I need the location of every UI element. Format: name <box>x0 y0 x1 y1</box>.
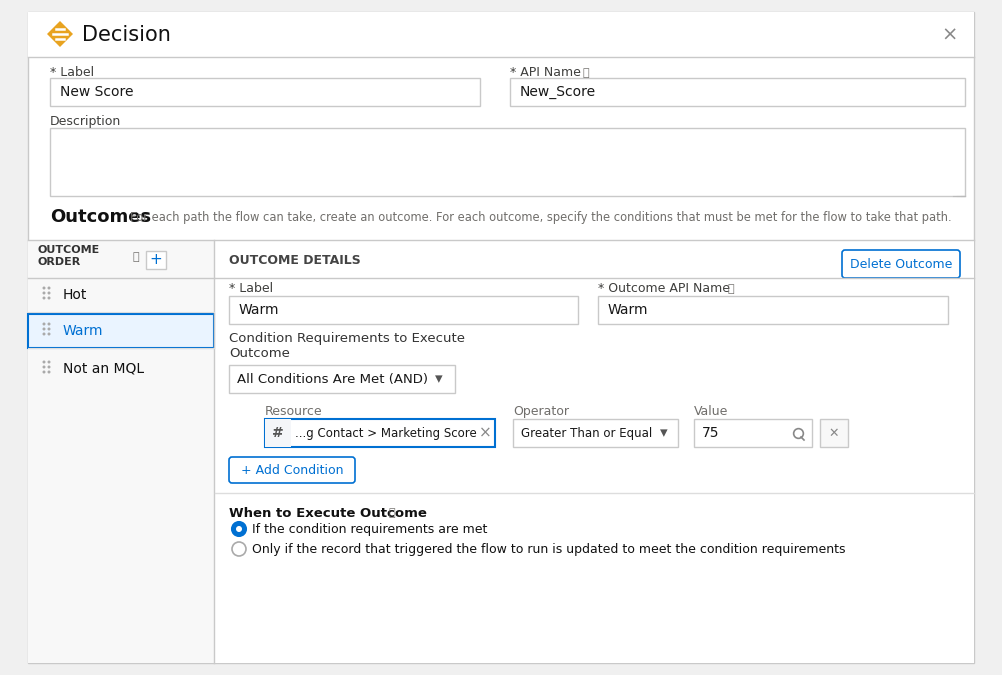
Text: OUTCOME DETAILS: OUTCOME DETAILS <box>229 254 361 267</box>
Bar <box>28 352 214 386</box>
Text: New Score: New Score <box>60 85 133 99</box>
Bar <box>50 78 480 106</box>
Text: ⓘ: ⓘ <box>133 252 139 262</box>
Text: Value: Value <box>694 405 728 418</box>
Bar <box>229 365 455 393</box>
Text: ▾: ▾ <box>435 371 443 387</box>
Bar <box>28 240 214 663</box>
Circle shape <box>42 327 45 331</box>
Bar <box>215 240 974 663</box>
Bar <box>510 78 965 106</box>
Circle shape <box>47 286 50 290</box>
Text: When to Execute Outcome: When to Execute Outcome <box>229 507 427 520</box>
Circle shape <box>47 327 50 331</box>
Text: Warm: Warm <box>63 324 103 338</box>
Bar <box>28 240 214 278</box>
Circle shape <box>42 323 45 325</box>
Text: * Label: * Label <box>229 282 274 295</box>
Text: ▾: ▾ <box>660 425 667 441</box>
FancyBboxPatch shape <box>842 250 960 278</box>
Bar <box>820 419 848 447</box>
Text: Condition Requirements to Execute: Condition Requirements to Execute <box>229 332 465 345</box>
Circle shape <box>47 333 50 335</box>
Text: ×: × <box>942 26 958 45</box>
Bar <box>50 128 965 196</box>
Bar <box>146 251 166 269</box>
Circle shape <box>47 292 50 294</box>
Bar <box>28 12 974 57</box>
Text: +: + <box>149 252 162 267</box>
Circle shape <box>42 292 45 294</box>
Text: * API Name: * API Name <box>510 66 581 79</box>
Circle shape <box>47 323 50 325</box>
Text: ✕: ✕ <box>829 427 840 439</box>
Text: Description: Description <box>50 115 121 128</box>
Circle shape <box>42 333 45 335</box>
Text: Decision: Decision <box>82 25 171 45</box>
Text: Operator: Operator <box>513 405 569 418</box>
Text: Not an MQL: Not an MQL <box>63 362 144 376</box>
Text: ⓘ: ⓘ <box>389 508 396 518</box>
Circle shape <box>236 526 242 532</box>
Bar <box>694 419 812 447</box>
Text: ⓘ: ⓘ <box>728 284 734 294</box>
Circle shape <box>42 365 45 369</box>
Bar <box>229 296 578 324</box>
Text: Warm: Warm <box>239 303 280 317</box>
Bar <box>265 419 495 447</box>
Circle shape <box>42 296 45 300</box>
Circle shape <box>232 522 246 536</box>
Text: Resource: Resource <box>265 405 323 418</box>
Text: Delete Outcome: Delete Outcome <box>850 257 952 271</box>
FancyBboxPatch shape <box>229 457 355 483</box>
Text: Hot: Hot <box>63 288 87 302</box>
Text: ×: × <box>479 425 491 441</box>
Text: All Conditions Are Met (AND): All Conditions Are Met (AND) <box>237 373 428 385</box>
Bar <box>28 314 214 348</box>
Polygon shape <box>47 21 73 47</box>
Text: If the condition requirements are met: If the condition requirements are met <box>252 522 487 535</box>
Text: ⓘ: ⓘ <box>583 68 589 78</box>
Circle shape <box>232 542 246 556</box>
Bar <box>28 278 214 312</box>
Circle shape <box>47 360 50 364</box>
Circle shape <box>47 365 50 369</box>
Bar <box>598 296 948 324</box>
Text: Outcomes: Outcomes <box>50 208 151 226</box>
Text: Warm: Warm <box>608 303 648 317</box>
Text: Outcome: Outcome <box>229 347 290 360</box>
Text: OUTCOME
ORDER: OUTCOME ORDER <box>38 245 100 267</box>
Text: + Add Condition: + Add Condition <box>240 464 344 477</box>
Circle shape <box>42 360 45 364</box>
Circle shape <box>47 371 50 373</box>
Circle shape <box>42 286 45 290</box>
Circle shape <box>42 371 45 373</box>
Text: New_Score: New_Score <box>520 85 596 99</box>
Text: * Label: * Label <box>50 66 94 79</box>
Text: #: # <box>273 426 284 440</box>
Bar <box>513 419 678 447</box>
Text: * Outcome API Name: * Outcome API Name <box>598 282 730 295</box>
Text: ...g Contact > Marketing Score: ...g Contact > Marketing Score <box>295 427 477 439</box>
Circle shape <box>47 296 50 300</box>
Text: Greater Than or Equal: Greater Than or Equal <box>521 427 652 439</box>
Text: For each path the flow can take, create an outcome. For each outcome, specify th: For each path the flow can take, create … <box>130 211 952 224</box>
Text: Only if the record that triggered the flow to run is updated to meet the conditi: Only if the record that triggered the fl… <box>252 543 846 556</box>
Text: 75: 75 <box>702 426 719 440</box>
Bar <box>265 419 291 447</box>
